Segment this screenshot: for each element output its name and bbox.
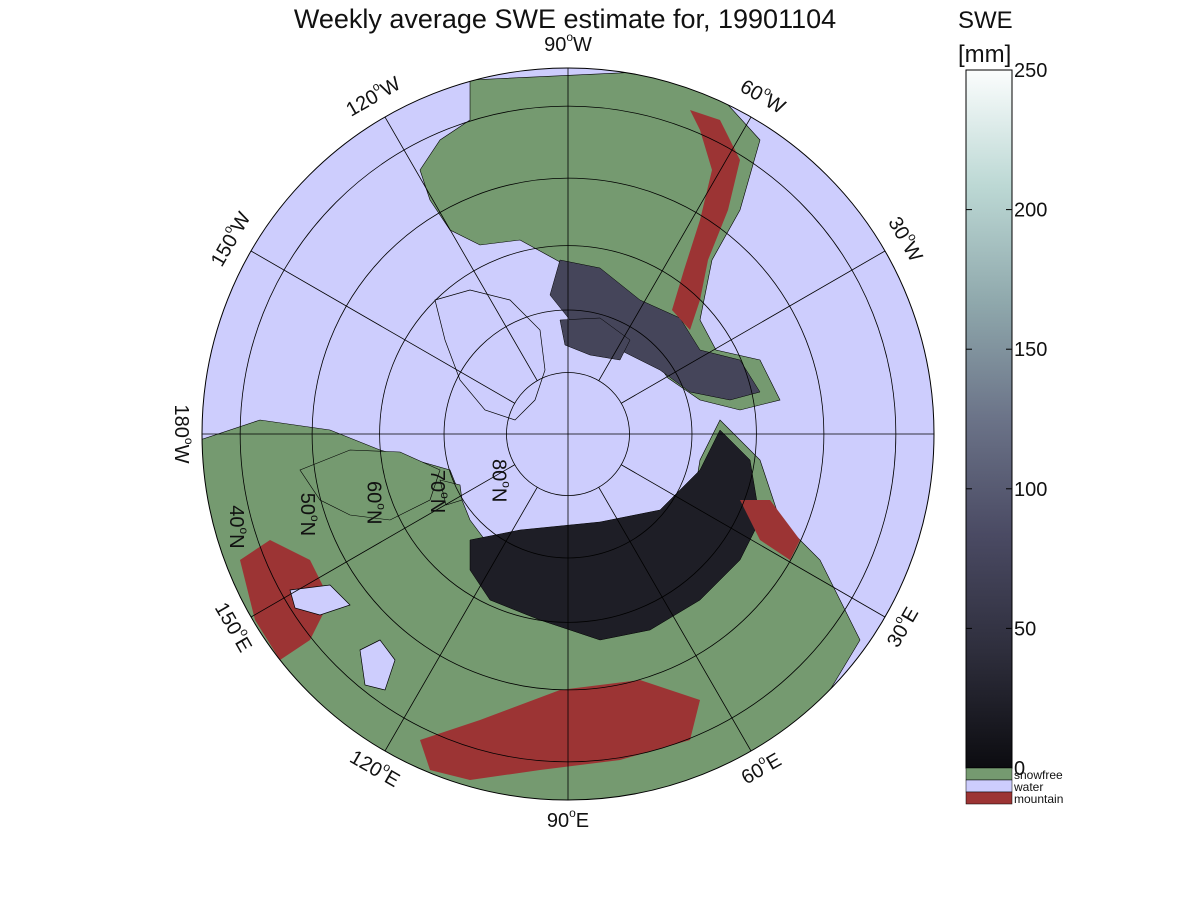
meridian-line bbox=[250, 250, 515, 404]
meridian-line bbox=[598, 487, 752, 752]
category-swatch-water bbox=[965, 779, 1013, 793]
arctic-islands bbox=[559, 317, 631, 361]
figure-title: Weekly average SWE estimate for, 1990110… bbox=[293, 4, 837, 34]
meridian-line bbox=[598, 116, 752, 381]
longitude-label: 30oW bbox=[883, 211, 930, 266]
latitude-label: 40oN bbox=[225, 505, 251, 548]
longitude-label: 90oE bbox=[547, 806, 589, 832]
colorbar-tick-label: 100 bbox=[1014, 479, 1047, 501]
latitude-label: 70oN bbox=[426, 470, 452, 513]
colorbar-ticks: 0 50 100 150 200 250 bbox=[966, 60, 1047, 780]
map-boundary bbox=[201, 67, 935, 801]
colorbar-title: SWE bbox=[958, 7, 1013, 34]
category-label-mountain: mountain bbox=[1014, 792, 1063, 806]
meridian-line bbox=[621, 250, 886, 404]
colorbar-tick-label: 50 bbox=[1014, 618, 1036, 640]
colorbar: SWE [mm] 0 50 100 150 200 250 snowfreewatermo… bbox=[958, 7, 1063, 806]
latitude-label: 60oN bbox=[362, 481, 388, 524]
meridian-line bbox=[384, 116, 538, 381]
category-swatch-snowfree bbox=[965, 767, 1013, 781]
category-label-snowfree: snowfree bbox=[1014, 768, 1063, 782]
longitude-label: 180oW bbox=[170, 405, 196, 464]
caspian-sea bbox=[359, 639, 396, 691]
colorbar-gradient bbox=[965, 69, 1013, 769]
colorbar-unit: [mm] bbox=[958, 41, 1011, 68]
polar-map: 90oW120oW150oW180oW150oE120oE90oE60oE30o… bbox=[170, 30, 935, 832]
latitude-labels: 80oN 70oN 60oN 50oN 40oN bbox=[225, 459, 513, 549]
colorbar-tick-label: 200 bbox=[1014, 200, 1047, 222]
longitude-label: 60oW bbox=[736, 72, 791, 119]
colorbar-tick-label: 150 bbox=[1014, 339, 1047, 361]
longitude-label: 90oW bbox=[544, 30, 592, 56]
meridian-line bbox=[250, 464, 515, 618]
siberia-snow-area bbox=[469, 429, 761, 641]
eurasia-mountains-south bbox=[420, 680, 700, 780]
category-swatch-mountain bbox=[965, 791, 1013, 805]
eurasia-mountains-east bbox=[740, 500, 800, 560]
graticule bbox=[202, 68, 934, 800]
scandinavia-landmass bbox=[299, 449, 441, 521]
land-layer bbox=[202, 71, 861, 800]
black-sea bbox=[289, 584, 351, 616]
meridian-line bbox=[384, 487, 538, 752]
greenland-ice bbox=[434, 289, 546, 421]
colorbar-tick-label: 250 bbox=[1014, 60, 1047, 82]
colorbar-tick-label: 0 bbox=[1014, 758, 1025, 780]
category-label-water: water bbox=[1013, 780, 1043, 794]
meridian-line bbox=[621, 464, 886, 618]
latitude-label: 50oN bbox=[296, 493, 322, 536]
latitude-label: 80oN bbox=[487, 459, 513, 502]
